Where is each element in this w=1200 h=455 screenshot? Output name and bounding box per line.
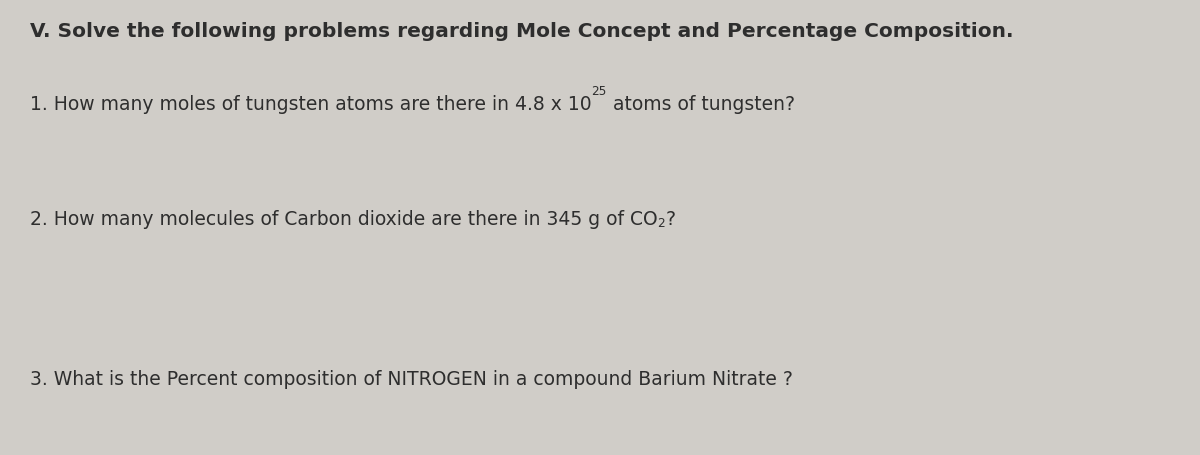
Text: 1. How many moles of tungsten atoms are there in 4.8 x 10: 1. How many moles of tungsten atoms are … — [30, 95, 592, 114]
Text: 2. How many molecules of Carbon dioxide are there in 345 g of CO: 2. How many molecules of Carbon dioxide … — [30, 210, 658, 229]
Text: 3. What is the Percent composition of NITROGEN in a compound Barium Nitrate ?: 3. What is the Percent composition of NI… — [30, 370, 793, 389]
Text: atoms of tungsten?: atoms of tungsten? — [607, 95, 796, 114]
Text: 25: 25 — [592, 85, 607, 98]
Text: V. Solve the following problems regarding Mole Concept and Percentage Compositio: V. Solve the following problems regardin… — [30, 22, 1014, 41]
Text: ?: ? — [665, 210, 676, 229]
Text: 2: 2 — [658, 217, 665, 230]
